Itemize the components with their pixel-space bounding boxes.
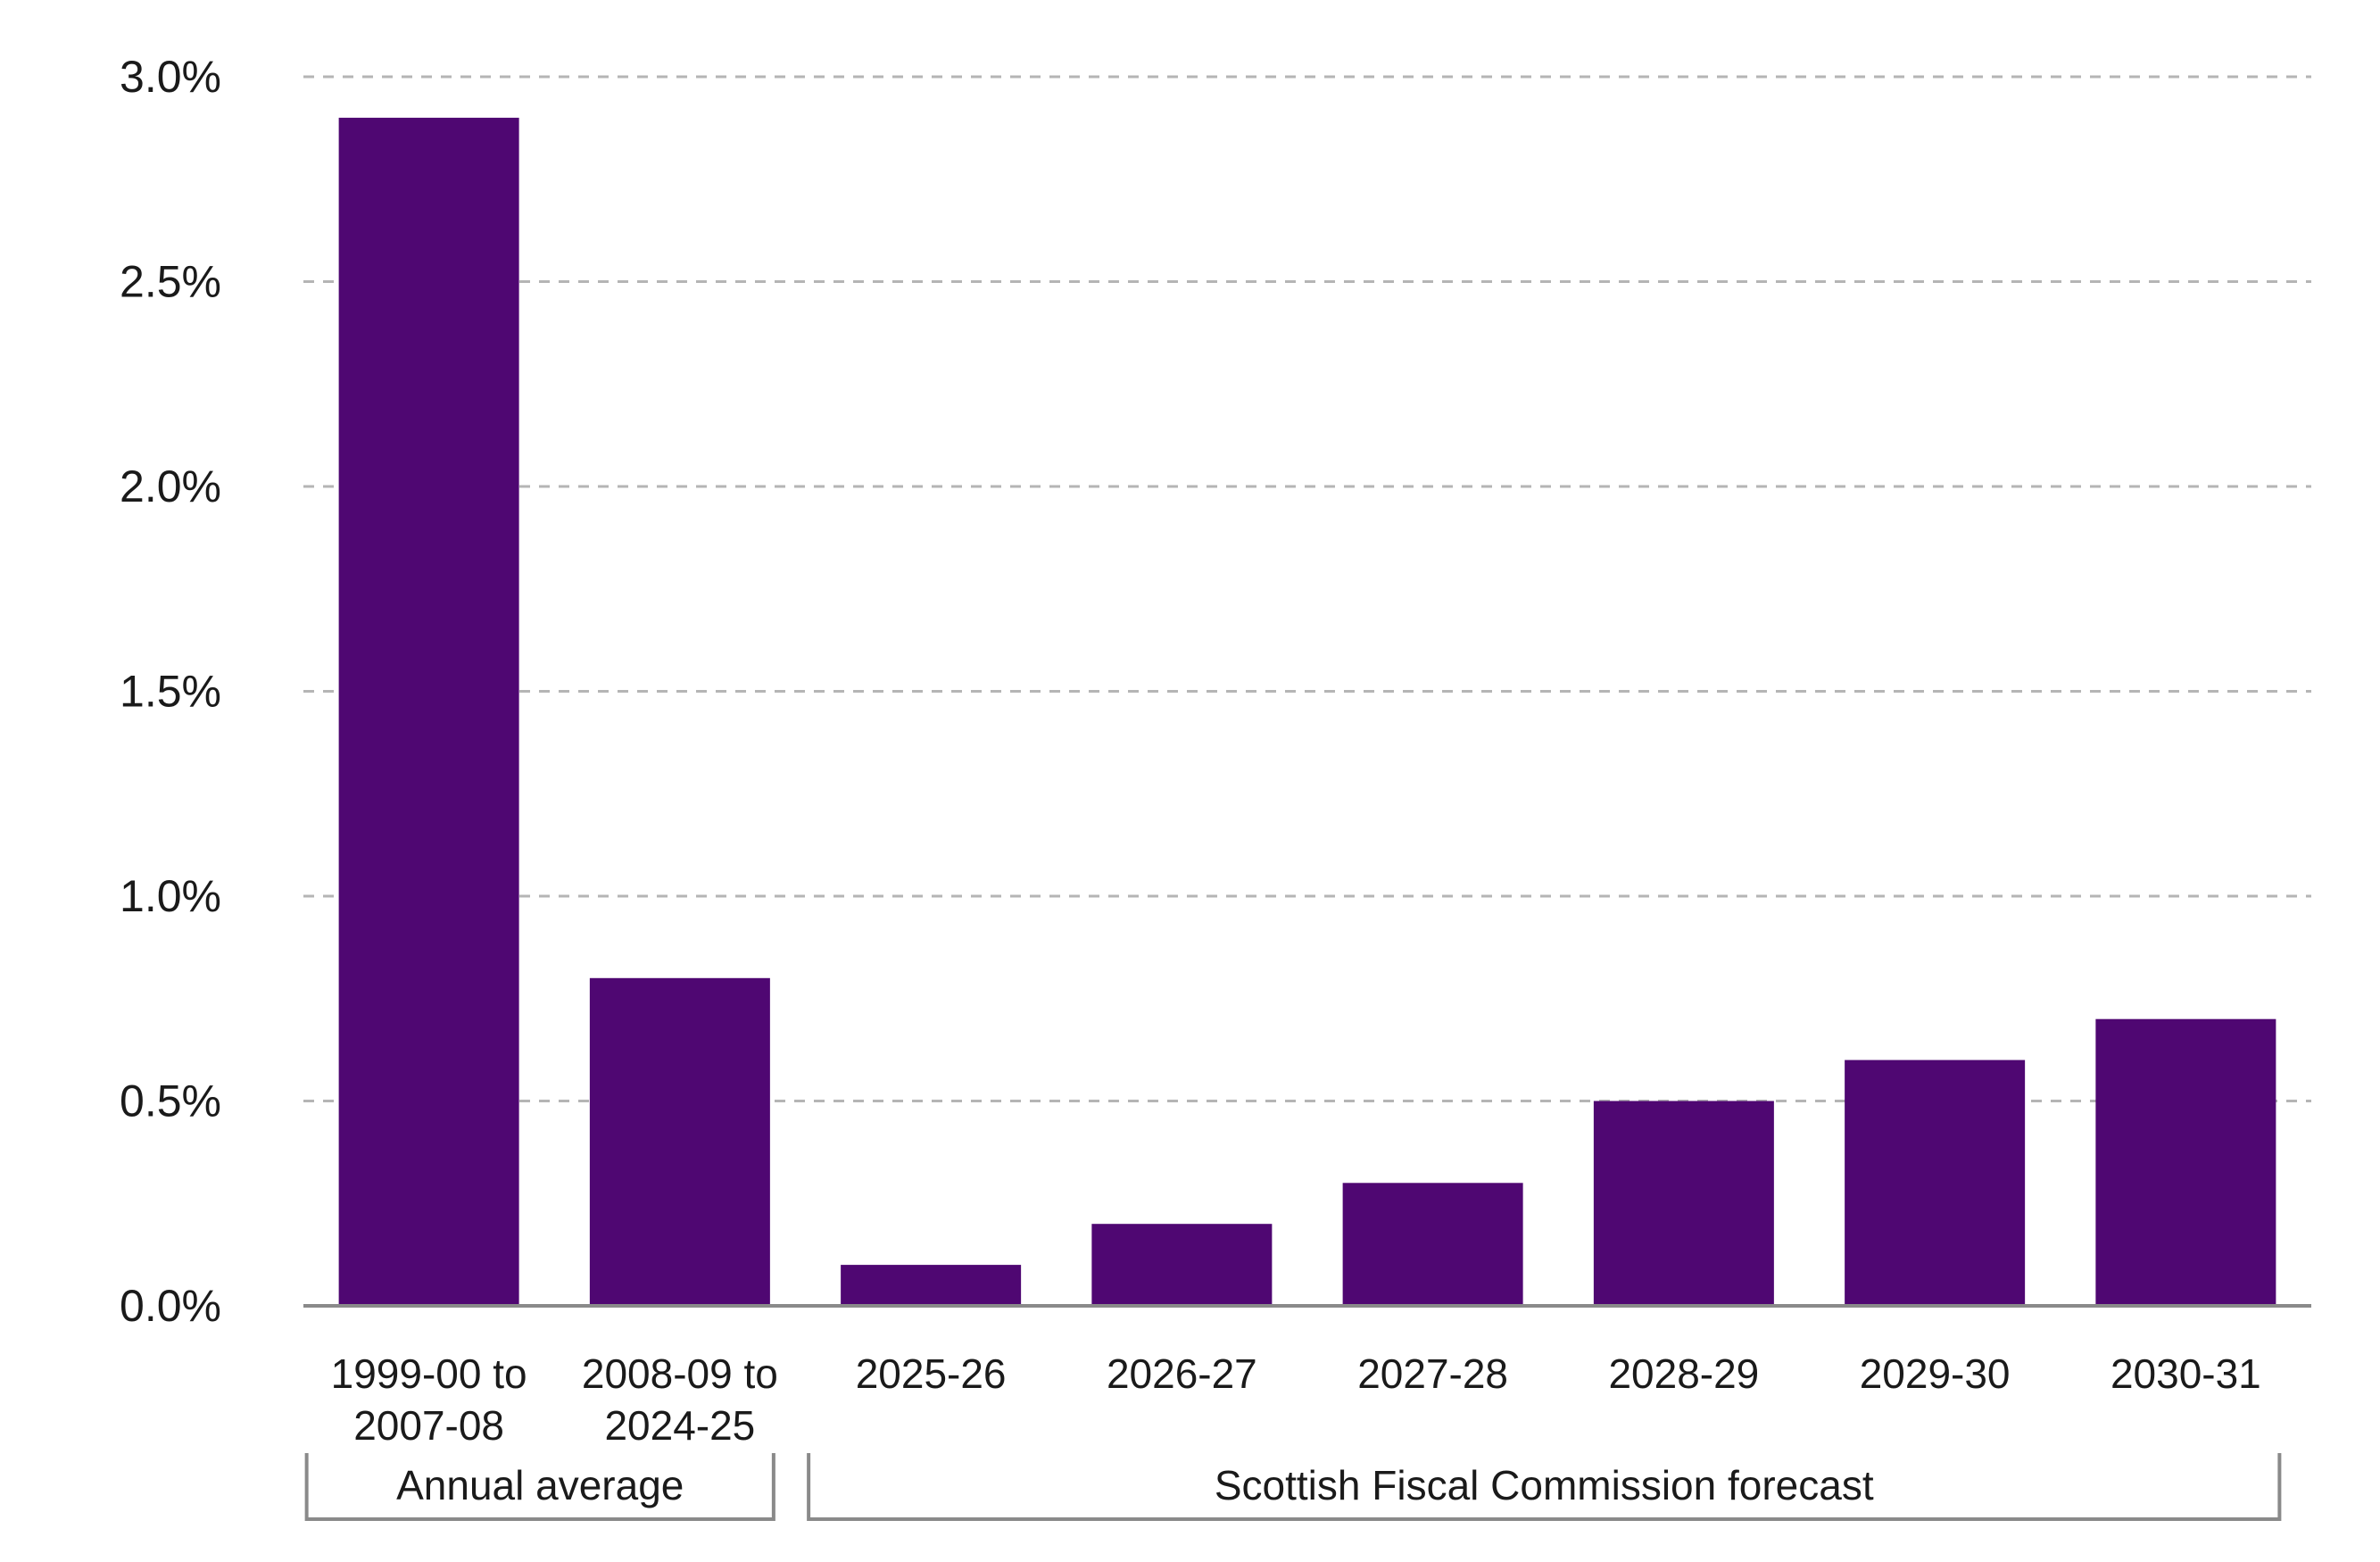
y-tick-label: 0.0%: [120, 1281, 221, 1331]
bar: [338, 117, 519, 1306]
bar: [1593, 1101, 1774, 1306]
bar: [2095, 1018, 2276, 1306]
group-label: Annual average: [396, 1462, 684, 1508]
x-tick-label: 2029-30: [1860, 1350, 2011, 1397]
y-tick-label: 0.5%: [120, 1076, 221, 1126]
y-tick-label: 2.0%: [120, 461, 221, 511]
y-tick-label: 1.0%: [120, 871, 221, 921]
group-bracket: [304, 1453, 775, 1521]
bar: [841, 1265, 1022, 1306]
bar: [589, 977, 770, 1306]
x-tick-label: 1999-00 to: [331, 1350, 527, 1397]
group-label: Scottish Fiscal Commission forecast: [1215, 1462, 1874, 1508]
bar: [1845, 1059, 2026, 1306]
bar: [1091, 1224, 1273, 1306]
y-tick-label: 1.5%: [120, 667, 221, 717]
x-tick-label: 2025-26: [856, 1350, 1007, 1397]
y-tick-label: 2.5%: [120, 257, 221, 307]
bar: [1342, 1183, 1523, 1306]
x-tick-label: 2007-08: [353, 1402, 504, 1449]
x-tick-label: 2030-31: [2110, 1350, 2261, 1397]
gridlines: [303, 75, 2311, 1102]
x-tick-label: 2008-09 to: [582, 1350, 778, 1397]
group-bracket: [807, 1453, 2282, 1521]
y-tick-label: 3.0%: [120, 52, 221, 102]
category-groups: Annual average Scottish Fiscal Commission…: [304, 1453, 2282, 1521]
x-axis-labels: 1999-00 to 2007-08 2008-09 to 2024-25 2025-2…: [331, 1350, 2261, 1449]
y-axis-ticks: 0.0% 0.5% 1.0% 1.5% 2.0% 2.5% 3.0%: [120, 52, 221, 1331]
x-tick-label: 2027-28: [1357, 1350, 1508, 1397]
x-tick-label: 2026-27: [1107, 1350, 1257, 1397]
x-tick-label: 2028-29: [1608, 1350, 1759, 1397]
bars: [338, 117, 2276, 1306]
x-tick-label: 2024-25: [604, 1402, 755, 1449]
